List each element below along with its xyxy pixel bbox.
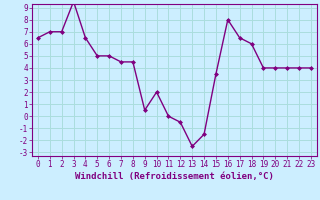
X-axis label: Windchill (Refroidissement éolien,°C): Windchill (Refroidissement éolien,°C) [75,172,274,181]
